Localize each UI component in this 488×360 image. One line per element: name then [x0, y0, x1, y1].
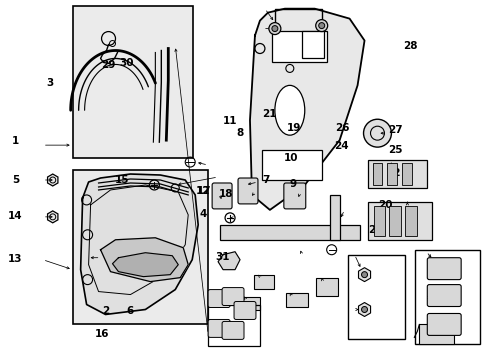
- Bar: [315, 278, 337, 296]
- Bar: [367, 160, 427, 188]
- Bar: [373, 206, 385, 236]
- Polygon shape: [358, 268, 370, 282]
- Text: 7: 7: [262, 175, 269, 185]
- Text: 32: 32: [242, 306, 256, 316]
- FancyBboxPatch shape: [208, 289, 229, 307]
- FancyBboxPatch shape: [283, 183, 305, 209]
- FancyBboxPatch shape: [222, 288, 244, 306]
- Bar: [372, 163, 382, 185]
- Bar: [208, 305, 260, 346]
- Bar: [402, 163, 411, 185]
- FancyBboxPatch shape: [222, 321, 244, 339]
- Polygon shape: [358, 302, 370, 316]
- Text: 28: 28: [402, 41, 417, 50]
- Circle shape: [318, 23, 324, 28]
- Text: 16: 16: [95, 329, 109, 339]
- Text: 27: 27: [387, 125, 402, 135]
- Polygon shape: [47, 211, 58, 223]
- Text: 10: 10: [283, 153, 297, 163]
- Bar: [73, 6, 193, 158]
- Bar: [386, 163, 397, 185]
- Text: 22: 22: [385, 168, 400, 178]
- Ellipse shape: [274, 85, 304, 135]
- Text: 5: 5: [12, 175, 19, 185]
- Text: 13: 13: [8, 254, 23, 264]
- Text: 3: 3: [46, 78, 53, 88]
- Bar: [253, 275, 273, 289]
- Text: 11: 11: [222, 116, 237, 126]
- Text: 30: 30: [119, 58, 134, 68]
- Bar: [367, 202, 431, 240]
- Text: 2: 2: [102, 306, 109, 316]
- Polygon shape: [101, 238, 188, 282]
- Polygon shape: [81, 174, 198, 315]
- Circle shape: [268, 23, 280, 35]
- Text: 17: 17: [197, 186, 211, 196]
- Bar: [347, 255, 405, 339]
- Text: 31: 31: [215, 252, 229, 262]
- Bar: [238, 297, 260, 310]
- Circle shape: [361, 306, 367, 312]
- Polygon shape: [249, 9, 364, 210]
- Text: 26: 26: [334, 123, 348, 133]
- FancyBboxPatch shape: [238, 178, 258, 204]
- Bar: [405, 206, 416, 236]
- Circle shape: [361, 272, 367, 278]
- Circle shape: [315, 20, 327, 32]
- Text: 24: 24: [334, 141, 348, 151]
- Bar: [262, 150, 321, 180]
- Bar: [301, 31, 323, 58]
- Text: 1: 1: [12, 136, 19, 145]
- Text: 12: 12: [196, 186, 210, 196]
- Text: 6: 6: [126, 306, 133, 316]
- FancyBboxPatch shape: [427, 285, 460, 306]
- Text: 15: 15: [114, 175, 129, 185]
- Bar: [220, 225, 359, 240]
- Polygon shape: [112, 253, 178, 276]
- Text: 8: 8: [236, 129, 243, 138]
- Text: 14: 14: [8, 211, 23, 221]
- FancyBboxPatch shape: [208, 319, 229, 337]
- Bar: [419, 324, 453, 345]
- Bar: [285, 293, 307, 306]
- FancyBboxPatch shape: [212, 183, 232, 209]
- FancyBboxPatch shape: [427, 314, 460, 336]
- Circle shape: [363, 119, 390, 147]
- Text: 23: 23: [367, 225, 382, 235]
- Polygon shape: [218, 252, 240, 270]
- Text: 4: 4: [199, 209, 206, 219]
- Bar: [271, 31, 326, 62]
- Text: 18: 18: [218, 189, 233, 199]
- Text: 9: 9: [289, 179, 296, 189]
- FancyBboxPatch shape: [427, 258, 460, 280]
- Bar: [329, 195, 339, 240]
- Text: 21: 21: [262, 109, 277, 119]
- FancyBboxPatch shape: [234, 302, 255, 319]
- Polygon shape: [47, 174, 58, 186]
- Bar: [73, 170, 208, 324]
- Bar: [388, 206, 401, 236]
- Text: 29: 29: [101, 60, 115, 70]
- Circle shape: [271, 26, 277, 32]
- Text: 25: 25: [387, 144, 402, 154]
- Text: 20: 20: [378, 200, 392, 210]
- Bar: [414, 250, 479, 345]
- Text: 19: 19: [286, 123, 301, 133]
